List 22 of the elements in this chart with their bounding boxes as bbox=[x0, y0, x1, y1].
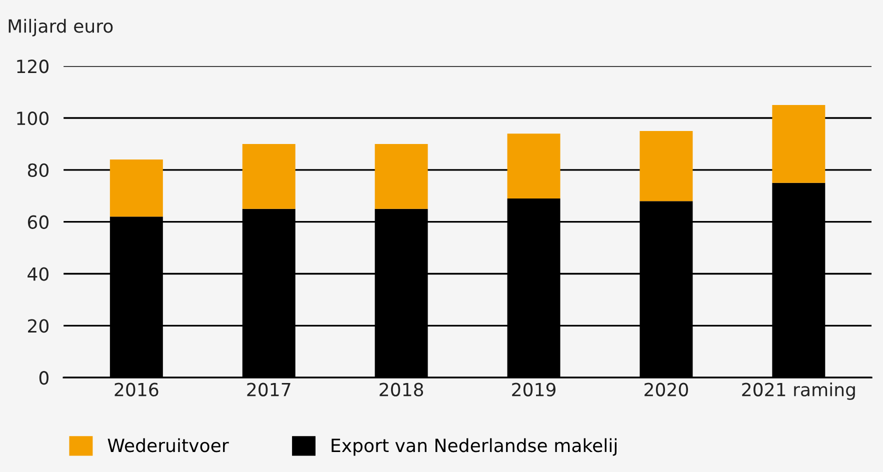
x-tick-label: 2017 bbox=[247, 382, 290, 396]
legend-label: Wederuitvoer bbox=[108, 438, 229, 452]
x-tick-label: 2018 bbox=[380, 382, 424, 396]
y-axis-title: Miljard euro bbox=[8, 18, 113, 36]
y-tick-label: 60 bbox=[28, 215, 48, 229]
bar bbox=[374, 144, 428, 209]
legend-label: Export van Nederlandse makelij bbox=[332, 438, 616, 456]
x-tick-label: 2021 raming bbox=[742, 382, 855, 400]
y-tick-label: 120 bbox=[17, 60, 48, 74]
y-tick-label: 20 bbox=[28, 319, 48, 333]
bar bbox=[110, 160, 163, 217]
y-tick-label: 80 bbox=[28, 163, 48, 178]
y-tick-label: 100 bbox=[17, 111, 48, 126]
y-tick-label: 40 bbox=[28, 267, 48, 281]
x-tick-label: 2016 bbox=[114, 382, 158, 396]
x-tick-label: 2020 bbox=[644, 382, 688, 396]
y-tick-label: 0 bbox=[39, 371, 48, 385]
bar bbox=[242, 144, 296, 209]
bar bbox=[640, 130, 693, 202]
bar bbox=[772, 105, 826, 183]
bar bbox=[507, 134, 560, 198]
x-tick-label: 2019 bbox=[512, 382, 556, 396]
